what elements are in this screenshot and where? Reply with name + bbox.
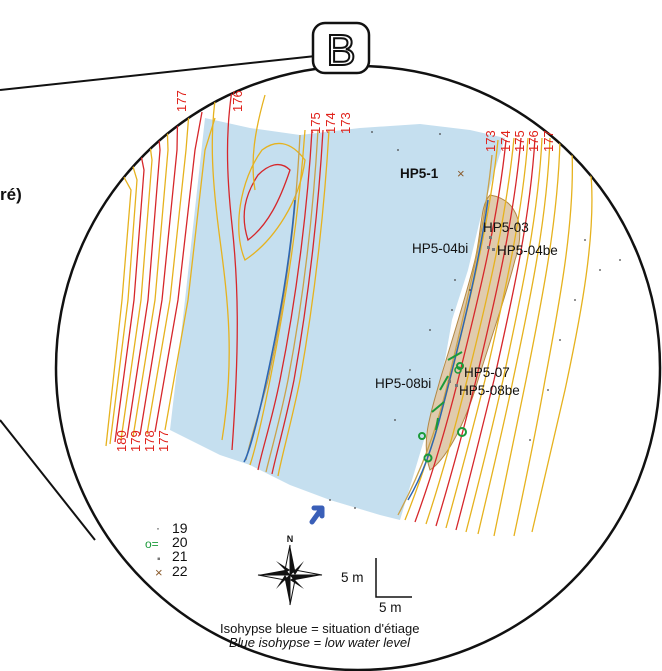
- contour-label-174-right: 174: [498, 130, 513, 152]
- contour-label-175-top: 175: [308, 112, 323, 134]
- point-label-hp5-08bi: HP5-08bi: [375, 376, 431, 391]
- vegetation-symbols: [418, 351, 467, 463]
- survey-dots: [329, 131, 621, 509]
- north-arrow-icon: N: [257, 534, 323, 606]
- contour-labels-right: 173 174 175 176 177: [483, 130, 556, 152]
- contour-label-179-left: 179: [128, 430, 143, 452]
- legend-symbol-20: o=: [145, 537, 159, 551]
- legend-symbol-22: ×: [155, 565, 163, 580]
- legend: · 19 o= 20 ▪ 21 × 22: [145, 520, 188, 580]
- scale-label-vertical: 5 m: [341, 570, 364, 585]
- caption: Isohypse bleue = situation d'étiage Blue…: [220, 621, 419, 650]
- contour-label-177-top: 177: [174, 90, 189, 112]
- contour-label-176-top: 176: [230, 90, 245, 112]
- scale-label-horizontal: 5 m: [379, 600, 402, 615]
- north-label: N: [287, 534, 294, 544]
- caption-fr: Isohypse bleue = situation d'étiage: [220, 621, 419, 636]
- contour-label-173-right: 173: [483, 130, 498, 152]
- point-label-hp5-08be: HP5-08be: [459, 383, 520, 398]
- scale-bar: 5 m 5 m: [341, 558, 412, 615]
- legend-label-21: 21: [172, 548, 188, 564]
- flow-arrow-icon: [309, 505, 325, 525]
- point-marker-hp5-04be: [492, 248, 495, 251]
- contour-label-180-left: 180: [114, 430, 129, 452]
- panel-label: B: [311, 21, 371, 76]
- point-marker-hp5-07: [454, 366, 462, 374]
- legend-label-19: 19: [172, 520, 188, 536]
- point-label-hp5-07: HP5-07: [464, 365, 510, 380]
- caption-en: Blue isohypse = low water level: [229, 635, 411, 650]
- point-label-hp5-03: HP5-03: [483, 220, 529, 235]
- callout-line-bottom: [0, 419, 96, 541]
- sample-points: × HP5-1 HP5-03 HP5-04bi HP5-04be HP5-07 …: [375, 166, 558, 398]
- legend-symbol-21: ▪: [157, 554, 161, 565]
- legend-symbol-19: ·: [156, 521, 160, 535]
- contour-label-173-top: 173: [338, 112, 353, 134]
- point-marker-hp5-03: [489, 236, 492, 239]
- legend-label-20: 20: [172, 534, 188, 550]
- contour-label-178-left: 178: [142, 430, 157, 452]
- contours-center: [243, 129, 330, 477]
- contour-labels-top: 177 176 175 174 173: [174, 90, 353, 134]
- bank-area: [425, 194, 521, 471]
- contour-label-177-right: 177: [541, 130, 556, 152]
- point-marker-hp5-1: ×: [457, 166, 465, 181]
- contour-label-175-right: 175: [512, 130, 527, 152]
- panel-letter: B: [326, 26, 355, 75]
- point-marker-hp5-04bi: [487, 246, 490, 249]
- contour-label-174-top: 174: [323, 112, 338, 134]
- contours-top-left: [211, 89, 306, 451]
- point-marker-hp5-08be: [455, 384, 458, 387]
- water-area: [170, 118, 505, 520]
- legend-label-22: 22: [172, 563, 188, 579]
- point-label-hp5-04bi: HP5-04bi: [412, 241, 468, 256]
- point-marker-hp5-08bi: [448, 380, 451, 383]
- contour-labels-left: 180 179 178 177: [114, 430, 171, 452]
- point-label-hp5-04be: HP5-04be: [497, 243, 558, 258]
- contour-label-177-left: 177: [156, 430, 171, 452]
- contour-label-176-right: 176: [526, 130, 541, 152]
- cropped-text-fragment: ré): [0, 185, 22, 204]
- callout-line-top: [0, 54, 326, 91]
- point-label-hp5-1: HP5-1: [400, 166, 439, 181]
